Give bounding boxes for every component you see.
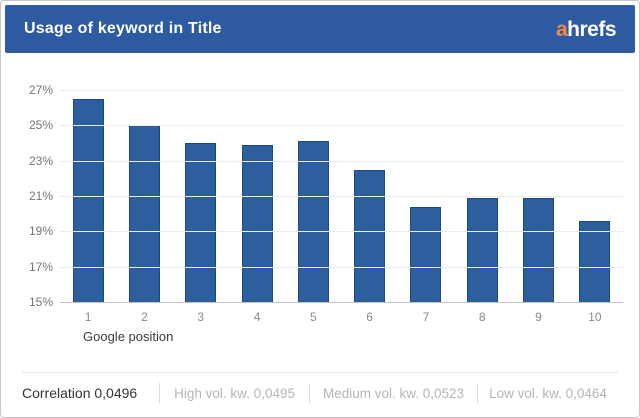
x-tick-label: 2 [141,310,148,324]
bar-position-6 [354,169,386,302]
gridline [60,160,623,162]
footer-divider [476,383,478,403]
ahrefs-logo-rest: hrefs [567,17,616,41]
bar-position-8 [466,197,498,302]
x-tick-label: 4 [253,310,261,324]
footer-item-medium-vol: Medium vol. kw. 0,0523 [310,386,477,401]
bar-slot [341,90,397,302]
bar-slot [567,90,623,302]
footer-item-high-vol: High vol. kw. 0,0495 [160,386,309,401]
y-tick-label: 27% [28,83,53,97]
bar-position-5 [297,141,329,302]
x-tick-label: 10 [588,310,602,324]
bar-position-2 [128,125,160,302]
bar-slot [173,90,229,302]
x-axis-labels: 1 2 3 4 5 6 7 8 9 10 [60,310,623,324]
bar-slot [398,90,454,302]
x-tick-label: 5 [309,310,317,324]
x-axis-title: Google position [83,329,174,344]
medium-vol-value: Medium vol. kw. 0,0523 [322,385,465,401]
x-tick-label: 3 [197,310,205,324]
x-tick-label: 9 [535,310,542,324]
y-tick-label: 15% [28,295,53,309]
footer-divider [309,383,311,403]
low-vol-value: Low vol. kw. 0,0464 [489,385,607,401]
ahrefs-logo: ahrefs [555,17,617,41]
x-tick-label: 6 [366,310,373,324]
y-tick-label: 25% [28,118,53,133]
gridline [60,266,623,268]
bar-slot [60,90,116,302]
ahrefs-logo-a: a [555,17,568,41]
y-tick-label: 21% [28,189,53,203]
bar-position-9 [523,197,555,302]
bar-position-4 [241,144,273,302]
bars-row [60,90,623,302]
bar-slot [454,90,510,302]
gridline [60,90,623,91]
gridline [60,125,623,127]
footer-divider [159,383,161,403]
bar-position-7 [410,206,442,302]
x-tick-label: 1 [84,310,92,324]
bar-slot [116,90,172,302]
bar-slot [285,90,341,302]
y-tick-label: 19% [28,224,53,239]
gridline [60,231,623,233]
footer-item-low-vol: Low vol. kw. 0,0464 [478,386,618,401]
y-tick-label: 17% [28,259,53,274]
y-tick-label: 23% [28,153,53,168]
bar-slot [229,90,285,302]
bar-position-1 [72,98,104,302]
plot-area [60,90,623,303]
bar-chart: 15% 17% 19% 21% 23% 25% 27% 1 2 3 4 5 6 7 8 9 10 Google… [5,53,635,373]
page-title: Usage of keyword in Title [24,20,222,37]
x-tick-label: 7 [422,310,430,324]
bar-slot [510,90,566,302]
y-axis-labels: 15% 17% 19% 21% 23% 25% 27% [5,83,53,309]
x-tick-label: 8 [478,310,486,324]
correlation-value: Correlation 0,0496 [22,385,138,401]
bar-position-3 [185,143,217,302]
footer-item-correlation: Correlation 0,0496 [22,385,159,401]
header-bar: Usage of keyword in Title ahrefs [5,5,635,53]
gridline [60,196,623,197]
bar-position-10 [579,220,611,302]
footer-stats: Correlation 0,0496 High vol. kw. 0,0495 … [22,372,618,413]
high-vol-value: High vol. kw. 0,0495 [174,385,295,401]
